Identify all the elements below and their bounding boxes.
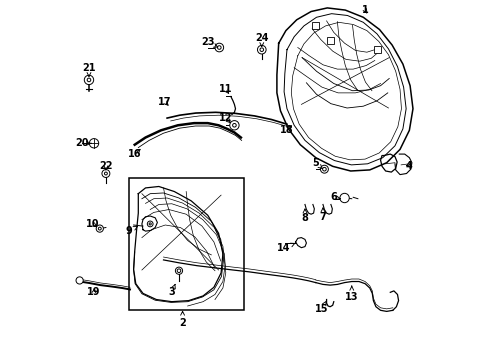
Circle shape — [260, 48, 263, 51]
Circle shape — [104, 172, 107, 175]
Circle shape — [339, 193, 348, 203]
Text: 6: 6 — [330, 192, 340, 202]
Text: 1: 1 — [361, 5, 368, 15]
Text: 19: 19 — [87, 287, 101, 297]
Text: 3: 3 — [168, 284, 175, 297]
Circle shape — [217, 46, 221, 49]
Circle shape — [215, 43, 223, 52]
Circle shape — [87, 78, 91, 82]
Circle shape — [76, 277, 83, 284]
Circle shape — [257, 45, 265, 54]
Circle shape — [84, 75, 94, 85]
Text: 23: 23 — [201, 37, 217, 48]
Text: 22: 22 — [99, 161, 112, 171]
Circle shape — [322, 167, 325, 171]
Circle shape — [89, 139, 99, 148]
Text: 13: 13 — [345, 286, 358, 302]
Text: 11: 11 — [219, 84, 232, 94]
Text: 16: 16 — [128, 149, 141, 159]
Circle shape — [175, 267, 182, 274]
Text: 4: 4 — [405, 161, 412, 171]
Bar — [373, 46, 381, 53]
Bar — [311, 22, 319, 29]
Text: 10: 10 — [86, 219, 99, 229]
Circle shape — [320, 165, 328, 173]
Text: 7: 7 — [319, 208, 325, 222]
Text: 5: 5 — [312, 158, 322, 168]
Text: 20: 20 — [75, 138, 91, 148]
Bar — [128, 178, 244, 310]
Circle shape — [177, 269, 181, 273]
Text: 2: 2 — [179, 311, 185, 328]
Circle shape — [96, 225, 103, 232]
Text: 18: 18 — [280, 125, 293, 135]
Circle shape — [232, 123, 236, 127]
Circle shape — [102, 170, 110, 177]
Circle shape — [149, 223, 151, 225]
Text: 24: 24 — [255, 33, 268, 46]
Text: 9: 9 — [125, 226, 137, 236]
Circle shape — [98, 227, 101, 230]
Text: 21: 21 — [82, 63, 96, 76]
Circle shape — [229, 121, 239, 130]
Bar — [326, 37, 334, 44]
Text: 17: 17 — [158, 96, 171, 107]
Text: 12: 12 — [219, 113, 232, 123]
Text: 14: 14 — [276, 243, 295, 253]
Text: 8: 8 — [301, 209, 308, 223]
Circle shape — [147, 221, 153, 227]
Text: 15: 15 — [314, 301, 328, 314]
